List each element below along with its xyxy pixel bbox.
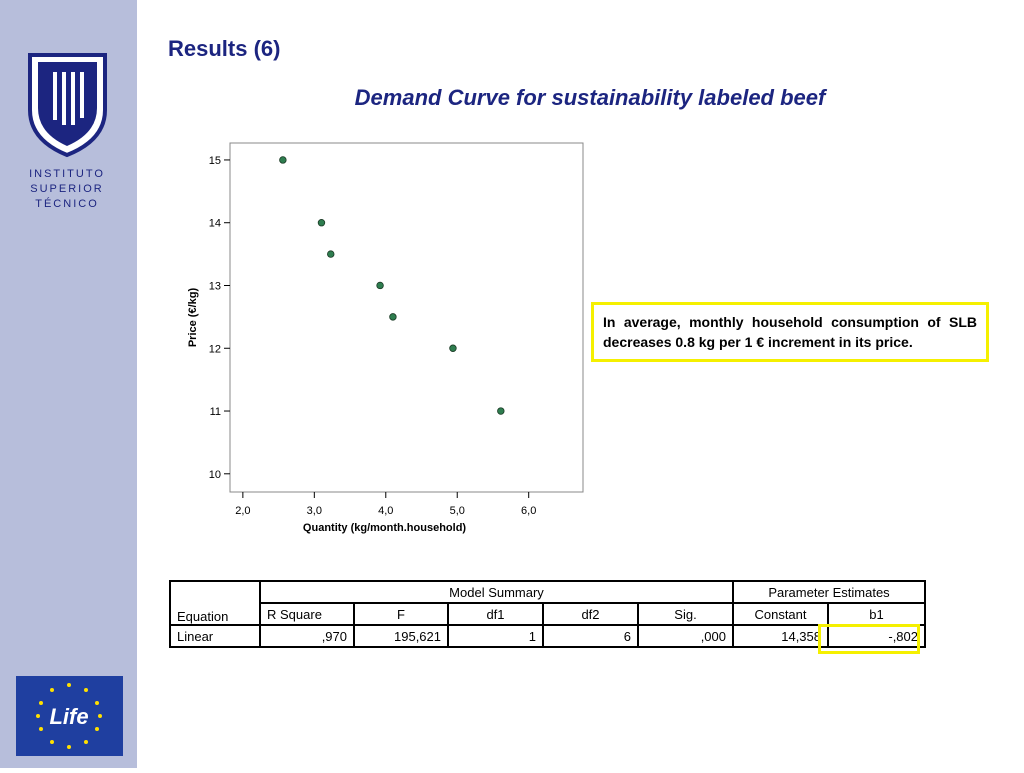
table-header: Constant	[732, 602, 829, 626]
table-header: R Square	[259, 602, 355, 626]
table-cell: 6	[542, 624, 639, 648]
y-tick-label: 15	[209, 155, 221, 167]
note-box: In average, monthly household consumptio…	[591, 302, 989, 362]
table-header: Model Summary	[259, 580, 734, 604]
y-tick-label: 14	[209, 218, 221, 230]
logos: INSTITUTO SUPERIOR TÉCNICO Life	[16, 53, 123, 756]
table-cell: 195,621	[353, 624, 449, 648]
table-header: F	[353, 602, 449, 626]
scatter-point	[497, 407, 505, 415]
table-header: df1	[447, 602, 544, 626]
y-tick-label: 12	[209, 343, 221, 355]
scatter-point	[327, 250, 335, 258]
highlight-box	[818, 624, 920, 654]
slide-subtitle: Demand Curve for sustainability labeled …	[354, 85, 826, 110]
x-axis-label: Quantity (kg/month.household)	[303, 522, 466, 534]
table-row: Linear ,970 195,621 1 6,000 14,358 -,802	[169, 624, 926, 648]
scatter-point	[449, 344, 457, 352]
y-tick-label: 11	[210, 406, 221, 418]
x-tick-label: 6,0	[521, 505, 536, 517]
table-header: b1	[827, 602, 926, 626]
plot-area	[229, 142, 584, 493]
shield-mark	[53, 72, 84, 125]
eu-flag	[16, 676, 123, 756]
table-cell: 14,358	[732, 624, 829, 648]
scatter-point	[376, 281, 384, 290]
table-cell: 1	[447, 624, 544, 648]
chart: 10 11 12 13 14 15 2,0 3,0 4,0 5,0 6,0 Quantity (kg/…	[187, 142, 584, 534]
x-tick-label: 2,0	[235, 505, 250, 517]
table-header: Sig.	[637, 602, 734, 626]
x-tick-label: 4,0	[378, 505, 393, 517]
table-cell: ,970	[259, 624, 355, 648]
scatter-point	[279, 156, 287, 164]
table-header: Equation	[169, 580, 261, 626]
x-tick-label: 5,0	[450, 505, 465, 517]
logo-text: TÉCNICO	[35, 197, 99, 210]
table-header: Parameter Estimates	[732, 580, 926, 604]
table-header: df2	[542, 602, 639, 626]
logo-text: SUPERIOR	[30, 183, 103, 195]
scatter-point	[389, 313, 397, 321]
x-tick-label: 3,0	[307, 505, 322, 517]
slide-title: Results (6)	[168, 36, 281, 61]
table-cell: Linear	[169, 624, 261, 648]
eu-stars	[36, 683, 102, 749]
sidebar: INSTITUTO SUPERIOR TÉCNICO Life	[0, 0, 137, 768]
y-tick-label: 10	[209, 469, 221, 481]
y-axis-label: Price (€/kg)	[187, 288, 199, 348]
table-row: Equation Model Summary Parameter Estimat…	[169, 580, 926, 626]
logo-text: INSTITUTO	[29, 168, 105, 180]
eu-logo-text: Life	[49, 704, 88, 729]
scatter-point	[317, 219, 326, 227]
table-cell: ,000	[637, 624, 734, 648]
model-table: Equation Model Summary Parameter Estimat…	[169, 580, 926, 648]
y-tick-label: 13	[209, 280, 221, 292]
